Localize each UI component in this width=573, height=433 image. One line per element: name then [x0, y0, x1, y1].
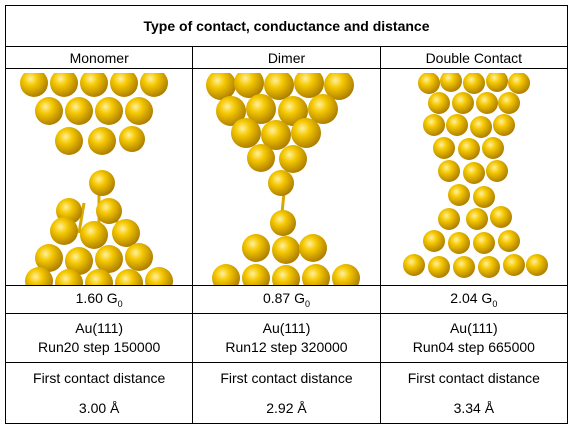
distance-label: First contact distance [220, 370, 353, 386]
distance: 3.00 Å [78, 400, 120, 416]
distance: 2.92 Å [266, 400, 307, 416]
distance: 3.34 Å [453, 400, 495, 416]
column-header: Double Contact [379, 46, 569, 69]
conductance-subscript: 0 [305, 298, 311, 309]
conductance: 1.60 G0 [4, 285, 194, 314]
conductance: 0.87 G0 [192, 285, 381, 314]
run-cell: Au(111) Run20 step 150000 [4, 313, 194, 363]
conductance-subscript: 0 [117, 298, 123, 309]
distance-cell: First contact distance 3.00 Å [4, 362, 194, 424]
distance-cell: First contact distance 3.34 Å [379, 362, 569, 424]
run: Run20 step 150000 [38, 339, 161, 355]
run-cell: Au(111) Run12 step 320000 [192, 313, 381, 363]
image-cell [4, 68, 194, 286]
monomer-image [20, 73, 174, 285]
column-header: Monomer [4, 46, 194, 69]
image-cell [192, 68, 381, 286]
conductance: 2.04 G0 [379, 285, 569, 314]
distance-label: First contact distance [407, 370, 540, 386]
conductance-text: 2.04 G [450, 290, 493, 307]
run: Run12 step 320000 [225, 339, 348, 355]
distance-label: First contact distance [33, 370, 166, 386]
run-cell: Au(111) Run04 step 665000 [379, 313, 569, 363]
image-cell [379, 68, 569, 286]
distance-cell: First contact distance 2.92 Å [192, 362, 381, 424]
table-title: Type of contact, conductance and distanc… [5, 5, 568, 47]
conductance-text: 1.60 G [75, 290, 118, 307]
surface: Au(111) [449, 320, 498, 336]
column-header: Dimer [192, 46, 381, 69]
double-contact-image [402, 73, 548, 278]
contact-table: Type of contact, conductance and distanc… [4, 5, 569, 424]
surface: Au(111) [262, 320, 311, 336]
surface: Au(111) [75, 320, 124, 336]
run: Run04 step 665000 [412, 339, 535, 355]
conductance-text: 0.87 G [262, 290, 305, 307]
dimer-image [206, 73, 361, 285]
conductance-subscript: 0 [492, 298, 498, 309]
